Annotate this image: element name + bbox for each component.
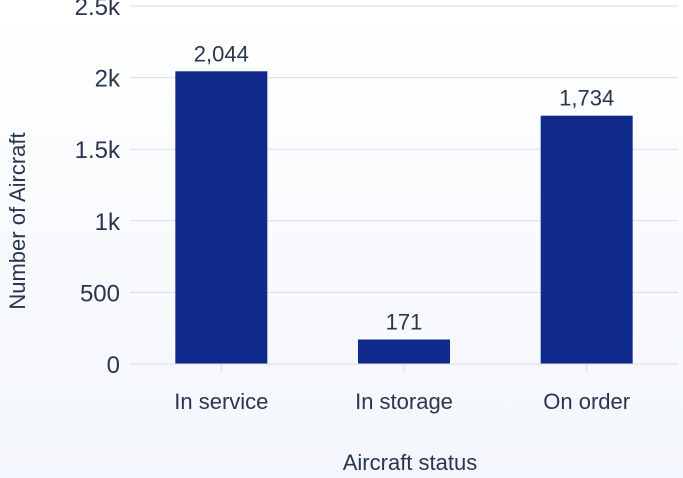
y-tick-label: 0 bbox=[107, 352, 120, 379]
bars bbox=[175, 71, 633, 365]
bar bbox=[175, 71, 268, 365]
bar bbox=[540, 115, 633, 365]
bar-value-label: 2,044 bbox=[194, 41, 249, 66]
y-tick-label: 1.5k bbox=[75, 137, 121, 164]
y-axis-title: Number of Aircraft bbox=[5, 132, 30, 309]
y-tick-label: 2.5k bbox=[75, 0, 121, 21]
bar bbox=[358, 339, 450, 364]
y-axis-ticks: 0 500 1k 1.5k 2k 2.5k bbox=[75, 0, 121, 379]
data-labels: 2,044 171 1,734 bbox=[194, 41, 614, 334]
x-tick-label: On order bbox=[543, 389, 630, 414]
y-tick-label: 2k bbox=[95, 66, 121, 93]
x-tick-label: In service bbox=[174, 389, 268, 414]
y-tick-label: 500 bbox=[80, 280, 120, 307]
x-tick-label: In storage bbox=[355, 389, 453, 414]
x-axis-title: Aircraft status bbox=[343, 450, 477, 475]
x-axis-ticks: In service In storage On order bbox=[174, 364, 630, 414]
bar-value-label: 1,734 bbox=[559, 86, 614, 111]
y-tick-label: 1k bbox=[95, 209, 121, 236]
bar-value-label: 171 bbox=[386, 310, 423, 335]
